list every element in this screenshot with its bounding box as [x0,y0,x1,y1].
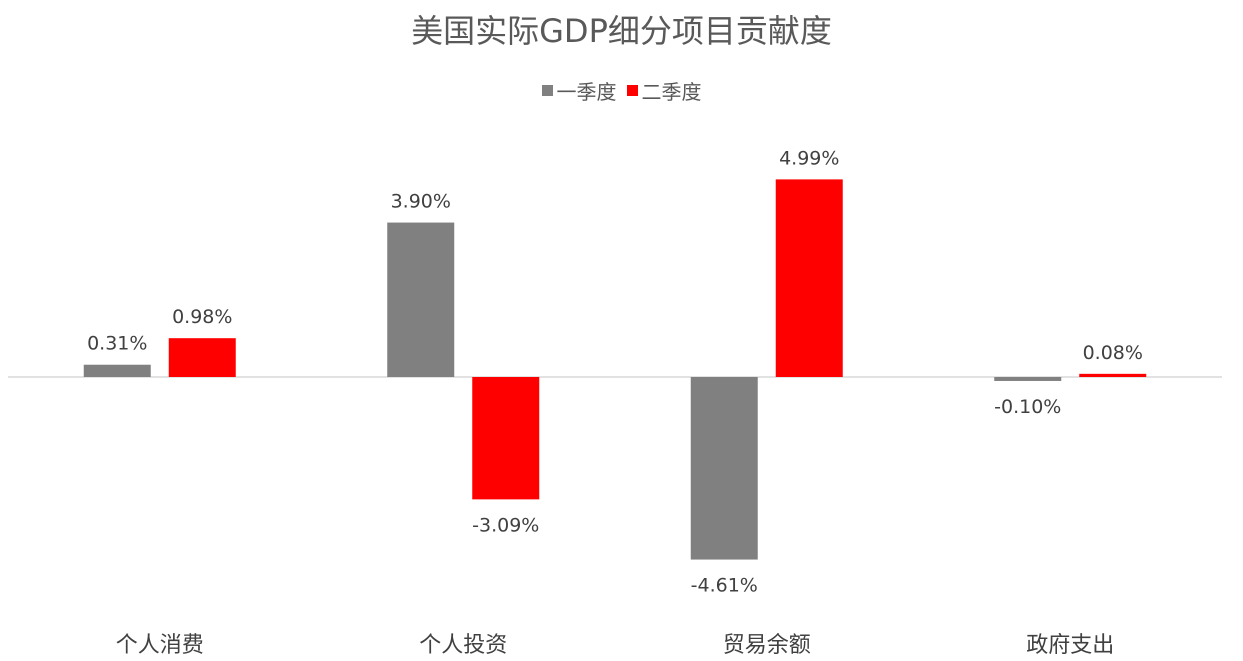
category-label-4: 政府支出 [1026,633,1114,658]
bar-series-2-3 [775,179,843,377]
data-label-series-1-4: -0.10% [994,396,1061,418]
legend: 一季度 二季度 [0,76,1243,105]
data-label-series-2-4: 0.08% [1083,342,1143,364]
category-label-1: 个人消费 [116,633,204,658]
data-label-series-2-1: 0.98% [172,306,232,328]
data-label-series-1-3: -4.61% [691,575,758,597]
data-label-series-2-3: 4.99% [779,147,839,169]
legend-label-series-1: 一季度 [556,80,617,104]
category-label-2: 个人投资 [419,633,507,658]
bar-series-2-1 [168,338,236,377]
data-label-series-2-2: -3.09% [472,514,539,536]
category-label-3: 贸易余额 [723,633,811,658]
legend-item-series-1: 一季度 [541,76,617,105]
legend-item-series-2: 二季度 [626,76,702,105]
bar-series-1-1 [83,364,151,377]
bar-series-2-4 [1079,373,1147,377]
bar-series-1-2 [387,222,455,377]
bar-series-2-2 [472,377,540,500]
data-label-series-1-2: 3.90% [391,191,451,213]
bar-series-1-4 [994,377,1062,381]
legend-label-series-2: 二季度 [641,80,702,104]
bar-series-1-3 [690,377,758,560]
legend-swatch-series-1 [541,85,553,96]
chart-title: 美国实际GDP细分项目贡献度 [411,12,832,50]
legend-swatch-series-2 [626,85,638,96]
data-label-series-1-1: 0.31% [87,333,147,355]
